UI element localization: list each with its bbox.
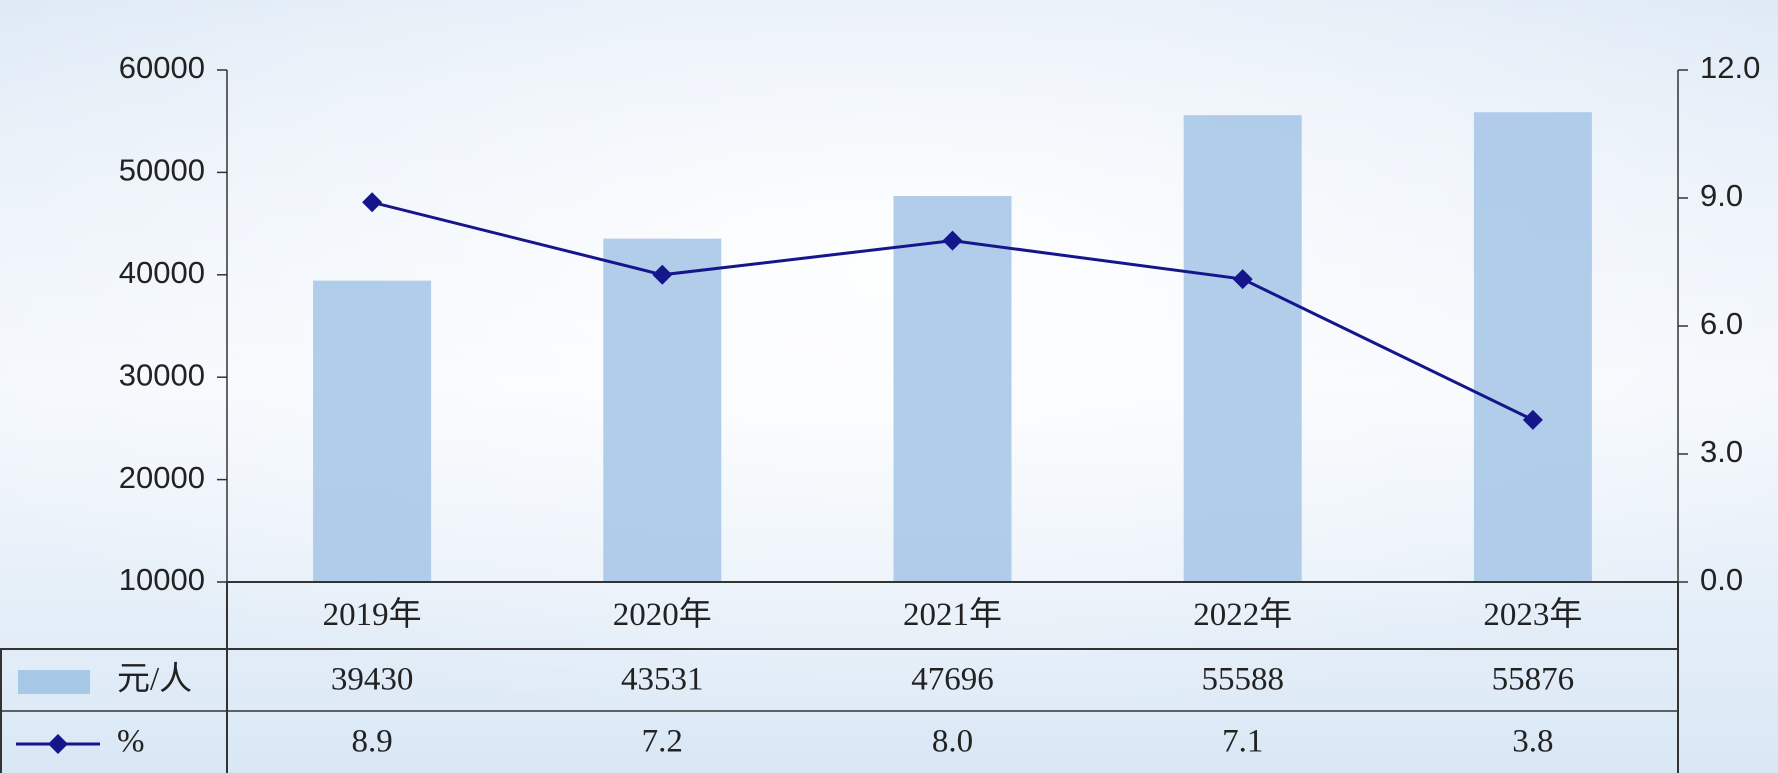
legend-marker <box>48 734 68 754</box>
data-label: 7.2 <box>642 724 683 760</box>
data-label: 55876 <box>1492 662 1575 698</box>
line-marker <box>362 192 383 213</box>
bar <box>1183 115 1302 582</box>
y-tick-label: 60000 <box>119 50 205 85</box>
y2-tick-label: 3.0 <box>1700 434 1743 469</box>
x-tick-label: 2019年 <box>323 596 422 633</box>
data-label: 43531 <box>621 662 704 698</box>
data-label: 8.0 <box>932 724 973 760</box>
line-marker <box>942 230 963 251</box>
line-marker <box>1522 409 1543 430</box>
y2-tick-label: 6.0 <box>1700 306 1743 341</box>
y-tick-label: 40000 <box>119 255 205 290</box>
y-tick-label: 10000 <box>119 562 205 597</box>
x-tick-label: 2022年 <box>1193 596 1292 633</box>
legend-label: % <box>117 724 145 760</box>
data-label: 7.1 <box>1222 724 1263 760</box>
y2-tick-label: 9.0 <box>1700 178 1743 213</box>
bar <box>893 195 1012 582</box>
bar <box>313 280 432 582</box>
x-tick-label: 2023年 <box>1483 596 1582 633</box>
y2-tick-label: 12.0 <box>1700 50 1760 85</box>
data-label: 47696 <box>911 662 994 698</box>
line-marker <box>652 264 673 285</box>
bar <box>1473 112 1592 582</box>
line-marker <box>1232 269 1253 290</box>
data-label: 39430 <box>331 662 414 698</box>
y-tick-label: 20000 <box>119 460 205 495</box>
data-label: 8.9 <box>351 724 392 760</box>
y-tick-label: 30000 <box>119 357 205 392</box>
data-label: 55588 <box>1201 662 1284 698</box>
y-tick-label: 50000 <box>119 153 205 188</box>
y2-tick-label: 0.0 <box>1700 562 1743 597</box>
legend-swatch <box>18 670 90 694</box>
x-tick-label: 2021年 <box>903 596 1002 633</box>
x-tick-label: 2020年 <box>613 596 712 633</box>
data-label: 3.8 <box>1512 724 1553 760</box>
legend-label: 元/人 <box>117 662 192 698</box>
bar <box>603 238 722 582</box>
